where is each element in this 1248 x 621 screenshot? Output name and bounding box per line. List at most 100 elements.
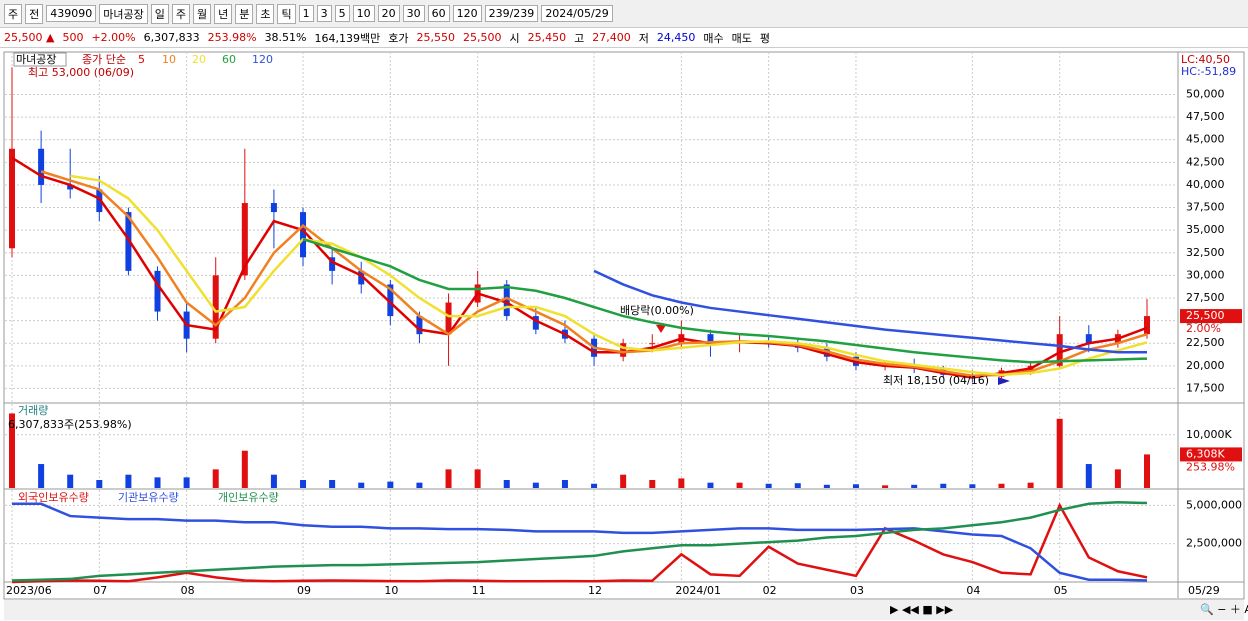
info-item: +2.00% xyxy=(91,31,136,44)
toolbar-button[interactable]: 20 xyxy=(377,5,400,22)
candle-body xyxy=(67,184,74,190)
volume-bar xyxy=(794,483,801,488)
legend-item: 5 xyxy=(138,53,145,66)
toolbar-button[interactable]: 2024/05/29 xyxy=(541,5,613,22)
info-item: 25,500 xyxy=(463,31,502,44)
volume-bar xyxy=(241,450,248,488)
volume-bar xyxy=(474,469,481,488)
series-line xyxy=(11,502,1148,584)
lc-label: LC:40,50 xyxy=(1181,53,1230,66)
candle-body xyxy=(96,189,103,213)
legend-item: 10 xyxy=(162,53,176,66)
y-tick-label: 45,000 xyxy=(1186,133,1225,146)
volume-tag-bg xyxy=(1180,447,1242,462)
candle-body xyxy=(9,148,15,249)
volume-bar xyxy=(532,482,539,488)
frame xyxy=(3,51,1245,600)
x-tick-label: 07 xyxy=(93,584,107,597)
toolbar-button[interactable]: 239/239 xyxy=(484,5,539,22)
y-tick-label: 40,000 xyxy=(1186,178,1225,191)
toolbar-button[interactable]: 분 xyxy=(235,3,254,24)
toolbar-button[interactable]: 년 xyxy=(214,3,233,24)
series-line xyxy=(11,501,1148,582)
y-tick-label: 50,000 xyxy=(1186,88,1225,101)
info-item: 25,450 xyxy=(527,31,567,44)
candle-body xyxy=(1085,334,1092,344)
toolbar-button[interactable]: 439090 xyxy=(46,5,97,22)
info-item: 38.51% xyxy=(264,31,307,44)
info-item: 고 xyxy=(574,31,585,45)
volume-bar xyxy=(38,464,45,488)
volume-bar xyxy=(940,483,947,488)
legend-name: 마녀공장 xyxy=(16,53,56,66)
toolbar-button[interactable]: 3 xyxy=(316,5,332,22)
x-tick-label: 08 xyxy=(181,584,195,597)
toolbar-button[interactable]: 일 xyxy=(150,3,169,24)
marker xyxy=(656,325,666,333)
toolbar-button[interactable]: 5 xyxy=(334,5,350,22)
candle-body xyxy=(241,203,248,276)
candle-body xyxy=(300,212,307,258)
volume-bar xyxy=(969,484,976,488)
volume-bar xyxy=(882,485,889,488)
volume-bar xyxy=(270,474,277,488)
legend-item: 60 xyxy=(222,53,236,66)
candle-body xyxy=(649,343,656,345)
volume-bar xyxy=(707,482,714,488)
volume-bar xyxy=(329,480,336,488)
series-line xyxy=(12,502,1148,582)
toolbar-button[interactable]: 1 xyxy=(298,5,314,22)
candle-body xyxy=(416,316,423,335)
toolbar-button[interactable]: 틱 xyxy=(277,3,296,24)
x-tick-label: 04 xyxy=(966,584,980,597)
toolbar-button[interactable]: 주 xyxy=(4,3,23,24)
scroll-icons[interactable]: ▶ ◀◀ ■ ▶▶ xyxy=(890,603,954,616)
annotation: 최저 18,150 (04/16) xyxy=(883,374,989,387)
bottom-toolbar xyxy=(4,600,1244,620)
volume-bar xyxy=(1027,482,1034,488)
toolbar-button[interactable]: 마녀공장 xyxy=(99,3,148,24)
toolbar-button[interactable]: 월 xyxy=(192,3,212,24)
y-tick-label: 5,000,000 xyxy=(1186,498,1242,511)
toolbar-button[interactable]: 초 xyxy=(256,3,275,24)
toolbar-button[interactable]: 전 xyxy=(25,3,44,24)
volume-bar xyxy=(1144,454,1150,488)
volume-bar xyxy=(911,484,918,488)
volume-bar xyxy=(765,483,772,488)
toolbar-button[interactable]: 10 xyxy=(352,5,375,22)
legend-item: 120 xyxy=(252,53,273,66)
volume-bar xyxy=(620,474,627,488)
volume-bar xyxy=(823,484,830,488)
info-bar: 25,500 ▲ 500 +2.00% 6,307,833 253.98% 38.51% 1… xyxy=(0,28,1248,48)
y-tick-label: 42,500 xyxy=(1186,155,1225,168)
volume-tag: 6,308K xyxy=(1186,447,1225,460)
y-tick-label: 35,000 xyxy=(1186,223,1225,236)
candle-body xyxy=(387,284,394,317)
price-tag: 25,500 xyxy=(1186,309,1225,322)
candle-body xyxy=(154,270,161,312)
x-tick-label: 03 xyxy=(850,584,864,597)
toolbar-button[interactable]: 120 xyxy=(452,5,482,22)
volume-bar xyxy=(416,482,423,488)
toolbar-button[interactable]: 주 xyxy=(171,3,190,24)
toolbar-button[interactable]: 30 xyxy=(402,5,425,22)
candle-body xyxy=(38,148,45,185)
info-item: 24,450 xyxy=(656,31,696,44)
volume-bar xyxy=(998,483,1005,488)
info-item: 호가 xyxy=(388,31,409,45)
volume-bar xyxy=(1114,469,1121,488)
volume-bar xyxy=(678,478,685,488)
y-tick-label: 17,500 xyxy=(1186,381,1225,394)
panel-subtitle: 6,307,833주(253.98%) xyxy=(8,418,132,431)
y-tick-label: 2,500,000 xyxy=(1186,537,1242,550)
x-tick-label: 09 xyxy=(297,584,311,597)
legend-item: 기관보유수량 xyxy=(118,491,179,504)
volume-tag-pct: 253.98% xyxy=(1186,460,1235,473)
series-line xyxy=(593,269,1147,354)
x-tick-label: 12 xyxy=(588,584,602,597)
annotation: 배당락(0.00%) xyxy=(620,304,694,317)
toolbar-button[interactable]: 60 xyxy=(427,5,450,22)
zoom-icons[interactable]: 🔍 − ＋ A xyxy=(1200,602,1248,616)
volume-bar xyxy=(1085,464,1092,488)
